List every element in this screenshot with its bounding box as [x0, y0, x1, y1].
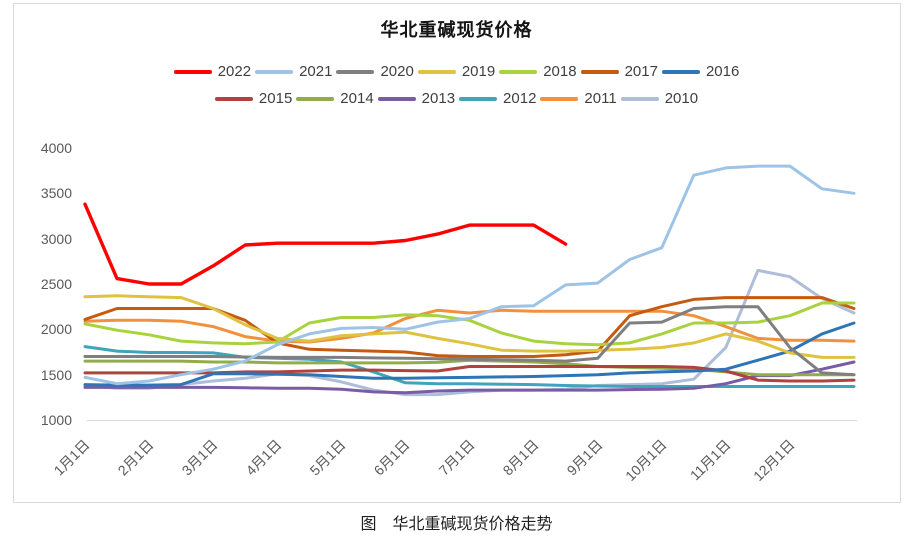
legend-item-2021: 2021 — [255, 63, 332, 80]
legend-label: 2020 — [380, 63, 414, 80]
series-line-2020 — [83, 305, 856, 377]
series-line-2010 — [83, 268, 856, 397]
legend-item-2015: 2015 — [214, 90, 293, 107]
legend-line-swatch-2022 — [173, 69, 212, 74]
legend-label: 2014 — [340, 90, 374, 107]
y-axis-label: 3500 — [40, 185, 72, 202]
legend-label: 2010 — [664, 90, 699, 107]
legend-label: 2017 — [624, 63, 658, 80]
legend-line-swatch-2012 — [459, 96, 498, 101]
series-line-2022 — [83, 202, 568, 286]
legend-item-2013: 2013 — [377, 90, 456, 107]
legend-line-swatch-2013 — [377, 96, 416, 101]
legend-item-2012: 2012 — [459, 90, 536, 107]
y-axis-label: 2000 — [40, 321, 72, 338]
legend-label: 2018 — [543, 63, 577, 80]
legend-label: 2012 — [503, 90, 537, 107]
y-axis-label: 1500 — [40, 366, 72, 383]
legend-item-2020: 2020 — [336, 63, 414, 80]
series-line-2021 — [83, 164, 856, 386]
series-line-2016 — [83, 321, 856, 387]
legend-item-2016: 2016 — [661, 63, 740, 80]
legend-line-swatch-2011 — [540, 96, 579, 101]
legend-label: 2019 — [461, 63, 496, 80]
legend-item-2014: 2014 — [296, 90, 374, 107]
legend-item-2019: 2019 — [417, 63, 496, 80]
legend-label: 2015 — [258, 90, 293, 107]
y-axis-label: 4000 — [40, 140, 72, 156]
legend-line-swatch-2018 — [499, 69, 538, 74]
chart-title: 华北重碱现货价格 — [380, 20, 533, 40]
legend-item-2018: 2018 — [499, 63, 577, 80]
legend-line-swatch-2019 — [417, 69, 456, 74]
chart-container — [13, 3, 901, 503]
series-line-2012 — [83, 345, 856, 388]
legend-label: 2011 — [584, 90, 617, 107]
legend-line-swatch-2010 — [620, 96, 659, 101]
legend-line-swatch-2015 — [214, 96, 253, 101]
series-line-2018 — [83, 301, 856, 347]
legend-label: 2021 — [299, 63, 333, 80]
legend-row: 2015 2014 2013 2012 2011 2010 — [213, 90, 700, 107]
legend-line-swatch-2017 — [580, 69, 619, 74]
legend-item-2010: 2010 — [620, 90, 699, 107]
legend-line-swatch-2021 — [255, 69, 294, 74]
legend-label: 2016 — [705, 63, 740, 80]
legend-item-2017: 2017 — [580, 63, 658, 80]
legend-line-swatch-2014 — [296, 96, 335, 101]
legend-label: 2013 — [421, 90, 456, 107]
chart-legend: 2022 2021 2020 2019 2018 2017 2016 2015 2014 2013… — [0, 63, 913, 107]
legend-label: 2022 — [217, 63, 252, 80]
legend-line-swatch-2016 — [661, 69, 700, 74]
legend-item-2022: 2022 — [173, 63, 252, 80]
series-line-2013 — [83, 360, 856, 395]
y-axis-label: 3000 — [40, 230, 72, 247]
figure-caption: 图 华北重碱现货价格走势 — [360, 516, 553, 533]
legend-item-2011: 2011 — [540, 90, 617, 107]
legend-row: 2022 2021 2020 2019 2018 2017 2016 — [172, 63, 742, 80]
y-axis-label: 2500 — [40, 276, 72, 292]
series-line-2011 — [83, 308, 856, 344]
legend-line-swatch-2020 — [336, 69, 375, 74]
series-line-2019 — [83, 294, 856, 359]
y-axis-label: 1000 — [40, 412, 72, 428]
